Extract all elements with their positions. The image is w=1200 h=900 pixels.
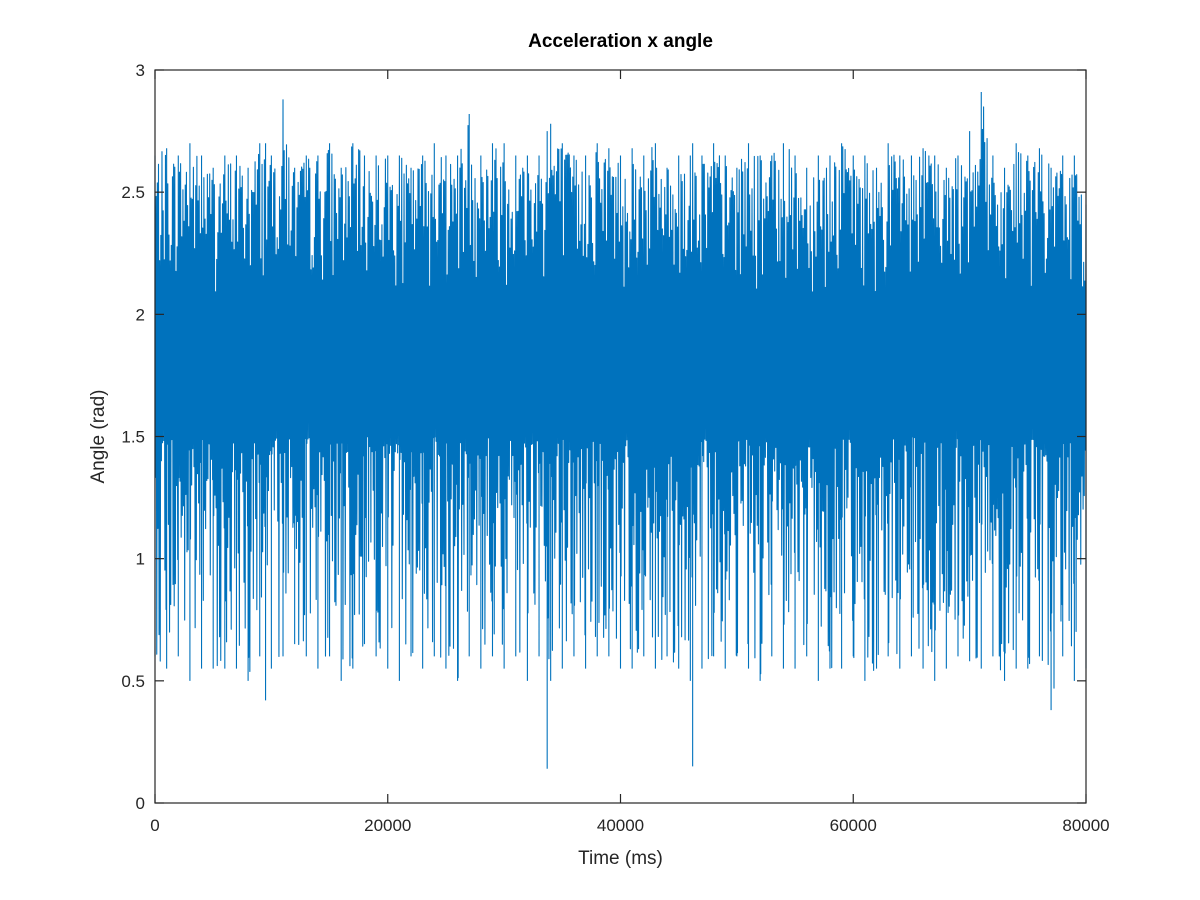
y-tick-label: 1 <box>136 550 145 569</box>
x-tick-label: 60000 <box>830 816 877 835</box>
axes-box <box>154 69 1087 804</box>
y-tick-label: 2 <box>136 305 145 324</box>
y-tick-label: 2.5 <box>121 183 145 202</box>
chart-title: Acceleration x angle <box>528 31 713 52</box>
y-tick-label: 1.5 <box>121 428 145 447</box>
x-tick-label: 80000 <box>1062 816 1109 835</box>
series-line <box>154 91 1087 769</box>
y-axis-label: Angle (rad) <box>88 390 109 484</box>
x-axis-label: Time (ms) <box>578 848 663 869</box>
series-layer <box>154 91 1087 769</box>
y-tick-label: 3 <box>136 61 145 80</box>
y-tick-label: 0.5 <box>121 672 145 691</box>
x-tick-label: 40000 <box>597 816 644 835</box>
x-tick-label: 20000 <box>364 816 411 835</box>
x-tick-label: 0 <box>150 816 159 835</box>
y-tick-label: 0 <box>136 794 145 813</box>
ticks-layer: 0 20000 40000 60000 80000 0 0.5 1 1.5 2 2.5 3 <box>121 61 1109 835</box>
